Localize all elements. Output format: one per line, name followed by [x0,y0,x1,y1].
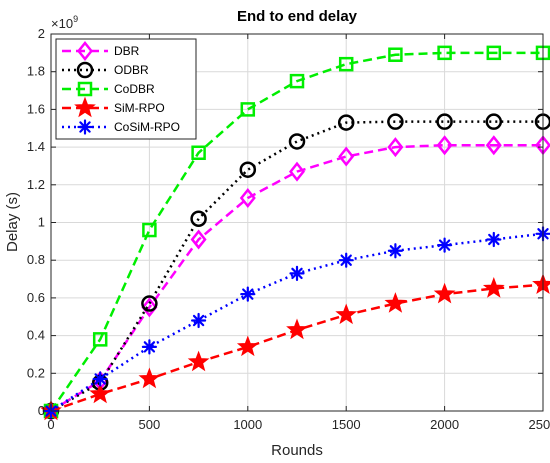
x-tick-label: 1000 [233,417,262,432]
y-exponent-power: 9 [73,14,78,24]
data-point-odbr [436,113,453,130]
legend-label-codbr: CoDBR [114,82,155,96]
data-point-codbr [240,102,256,117]
data-point-dbr [288,161,306,182]
y-exponent-base: ×10 [51,16,73,31]
y-tick-label: 1.6 [27,101,45,116]
data-point-codbr [486,45,502,61]
marker-stroke [488,233,500,246]
data-point-codbr [388,47,403,62]
data-point-codbr [289,73,305,89]
series-sim-rpo [40,273,550,421]
data-point-odbr [337,114,355,131]
legend-entry-codbr: CoDBR [62,81,155,97]
data-point-dbr [387,137,404,158]
y-tick-label: 1.2 [27,177,45,192]
data-point-codbr [92,332,108,347]
x-tick-label: 500 [139,417,161,432]
data-point-sim-rpo [187,350,210,372]
data-point-sim-rpo [89,382,112,404]
y-tick-label: 1 [38,215,45,230]
series-line-odbr [50,120,543,413]
data-point-cosim-rpo [289,265,305,281]
data-point-odbr [141,295,158,312]
data-point-codbr [437,45,452,61]
series-odbr [42,113,550,420]
y-tick-label: 2 [38,26,45,41]
x-tick-label: 1500 [332,417,361,432]
marker-stroke [242,288,254,300]
legend-marker-codbr [77,81,93,97]
data-point-sim-rpo [236,335,259,357]
data-point-sim-rpo [482,277,505,298]
legend-entry-odbr: ODBR [62,61,149,79]
data-point-dbr [436,135,453,156]
legend-label-sim-rpo: SiM-RPO [114,101,165,115]
data-point-cosim-rpo [387,243,403,259]
data-point-sim-rpo [138,367,161,389]
series-line-dbr [50,143,543,413]
data-point-cosim-rpo [338,252,354,268]
legend-marker-odbr [76,61,94,79]
data-point-codbr [338,56,354,72]
data-point-codbr [191,145,206,161]
data-point-sim-rpo [384,292,407,313]
data-point-cosim-rpo [437,237,453,253]
data-point-sim-rpo [433,282,456,304]
marker-stroke [291,267,303,280]
data-point-odbr [190,210,207,227]
y-axis-label: Delay (s) [4,192,21,252]
data-point-dbr [485,135,502,156]
legend-marker-dbr [76,40,94,62]
marker-stroke [340,254,352,266]
x-tick-label: 0 [47,417,54,432]
data-point-odbr [239,161,257,178]
data-point-cosim-rpo [191,312,207,329]
marker-stroke [94,373,106,385]
data-point-odbr [387,113,404,130]
y-tick-label: 1.4 [27,139,45,154]
data-point-odbr [485,113,503,130]
data-point-dbr [239,187,256,208]
data-point-dbr [141,297,158,318]
marker-stroke [389,245,402,257]
marker-stroke [143,341,156,353]
legend-entry-dbr: DBR [62,40,140,62]
marker-stroke [192,314,205,327]
data-point-dbr [338,146,355,167]
data-point-cosim-rpo [486,231,502,248]
y-exponent-label: ×109 [51,14,78,31]
legend: DBR ODBR CoDBR SiM-RPO CoSiM-RPO [55,38,197,140]
marker-stroke [79,121,91,133]
legend-entry-cosim-rpo: CoSiM-RPO [62,119,180,135]
data-point-codbr [142,222,157,238]
legend-label-cosim-rpo: CoSiM-RPO [114,120,180,134]
data-point-sim-rpo [335,303,358,325]
data-point-dbr [190,229,207,250]
legend-marker-cosim-rpo [77,119,93,135]
y-tick-label: 0.4 [27,328,45,343]
legend-entry-sim-rpo: SiM-RPO [62,96,165,118]
chart-title: End to end delay [237,8,358,25]
marker-stroke [438,239,451,251]
y-tick-label: 0.2 [27,365,45,380]
data-point-cosim-rpo [240,286,256,302]
y-tick-label: 1.8 [27,64,45,79]
x-tick-label: 2000 [430,417,459,432]
y-tick-label: 0.8 [27,252,45,267]
data-point-odbr [288,133,306,150]
data-point-sim-rpo [286,318,308,340]
y-tick-label: 0 [38,403,45,418]
data-point-cosim-rpo [92,371,108,387]
x-axis-label: Rounds [271,442,323,459]
data-point-cosim-rpo [141,339,157,355]
series-line-codbr [49,51,543,412]
legend-marker-sim-rpo [74,96,96,118]
legend-label-dbr: DBR [114,44,140,58]
y-tick-label: 0.6 [27,290,45,305]
legend-label-odbr: ODBR [114,63,149,77]
